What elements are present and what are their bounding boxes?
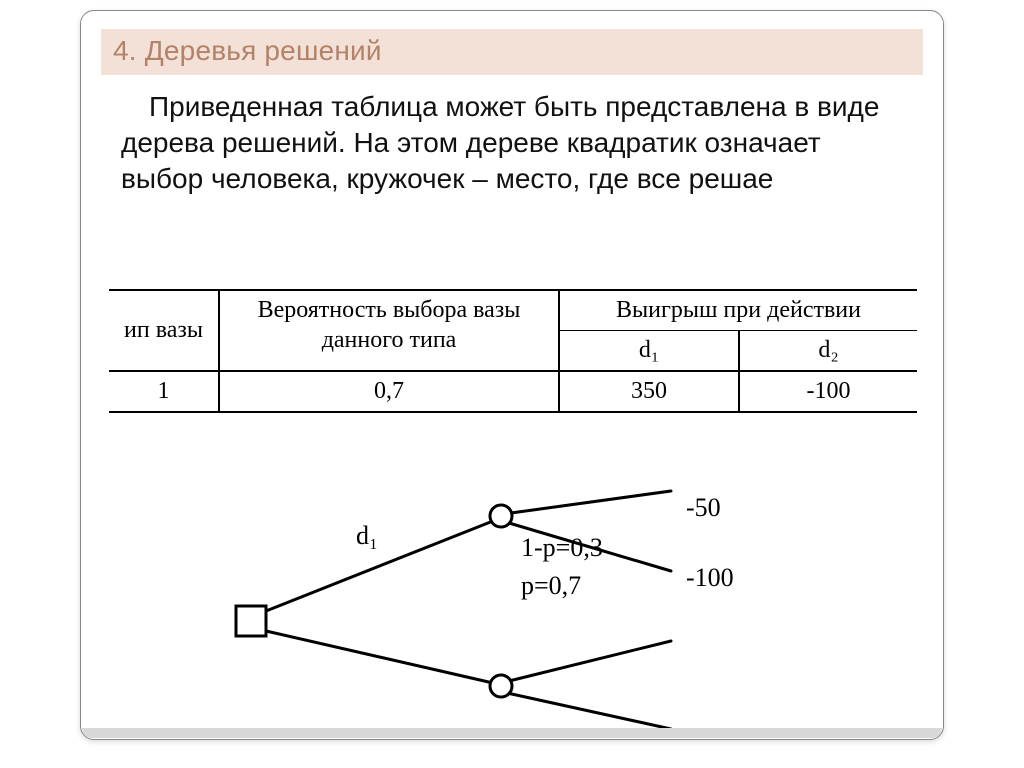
th-probability: Вероятность выбора вазы данного типа [219, 290, 559, 371]
cell-d1: 350 [559, 371, 739, 412]
table-row: 1 0,7 350 -100 [109, 371, 917, 412]
tree-svg [211, 471, 811, 731]
label-out1: -50 [686, 493, 721, 523]
label-out2: -100 [686, 563, 734, 593]
label-p-upper: 1-p=0,3 [521, 533, 603, 563]
data-table-wrap: ип вазы Вероятность выбора вазы данного … [109, 289, 917, 413]
data-table: ип вазы Вероятность выбора вазы данного … [109, 289, 917, 413]
slide: 4. Деревья решений Приведенная таблица м… [0, 0, 1024, 768]
th-payoff: Выигрыш при действии [559, 290, 917, 331]
decision-node-icon [236, 606, 266, 636]
chance-node-icon [490, 505, 512, 527]
label-p-lower: p=0,7 [521, 571, 581, 601]
slide-frame: 4. Деревья решений Приведенная таблица м… [80, 10, 944, 740]
paragraph-text: Приведенная таблица может быть представл… [121, 91, 879, 194]
label-d1: d₁ [356, 521, 378, 551]
th-d2: d₂ [739, 331, 917, 372]
chance-node-icon [490, 675, 512, 697]
th-probability-line1: Вероятность выбора вазы [258, 297, 521, 323]
title-bar: 4. Деревья решений [101, 29, 923, 75]
th-d1: d₁ [559, 331, 739, 372]
cell-type: 1 [109, 371, 219, 412]
cell-d2: -100 [739, 371, 917, 412]
th-probability-line2: данного типа [322, 327, 457, 353]
slide-title: 4. Деревья решений [113, 35, 911, 67]
decision-tree-diagram: d₁ 1-p=0,3 p=0,7 -50 -100 [211, 471, 811, 731]
body-paragraph: Приведенная таблица может быть представл… [121, 89, 903, 196]
th-vase-type: ип вазы [109, 290, 219, 371]
cell-prob: 0,7 [219, 371, 559, 412]
